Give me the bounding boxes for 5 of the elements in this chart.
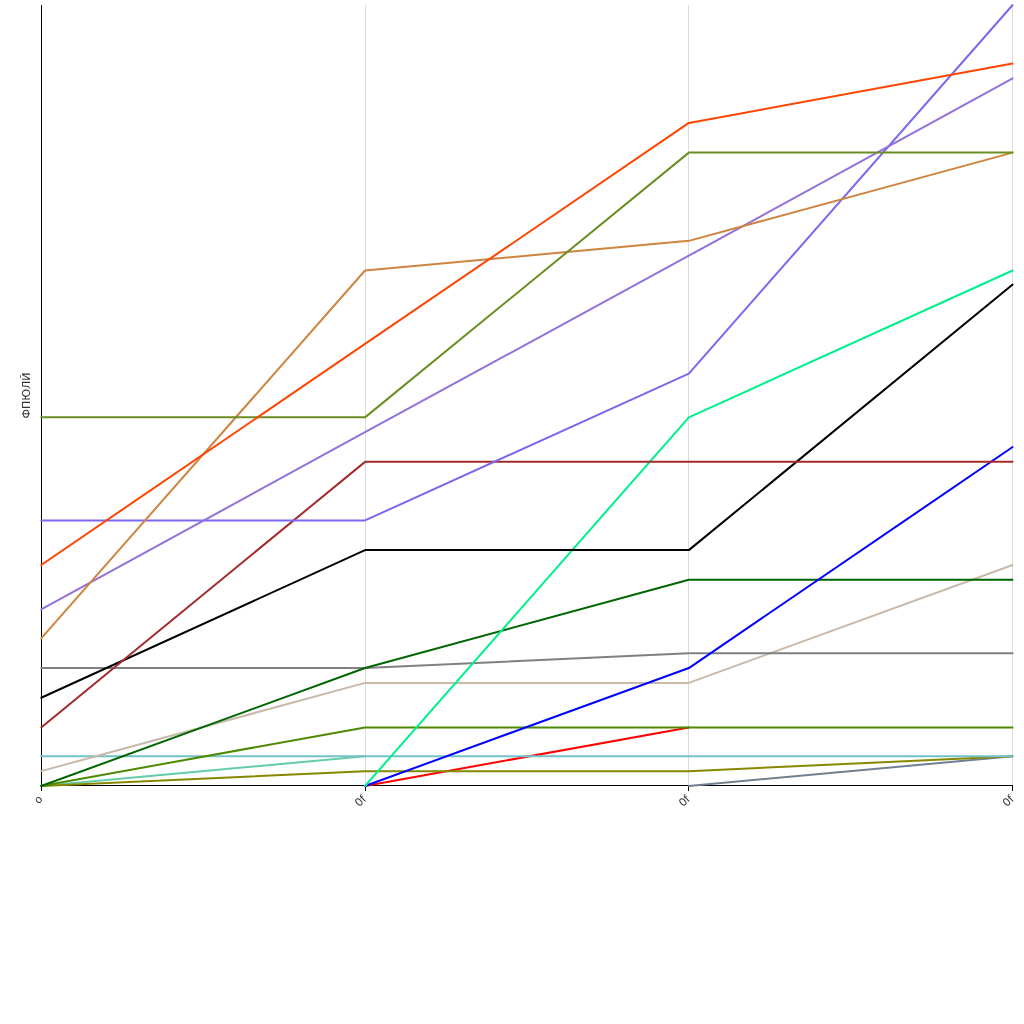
x-tick-label: 0f: [676, 791, 694, 810]
y-axis-title: ФПЮЛЙ: [20, 372, 34, 419]
x-tick-label: 0f: [352, 791, 370, 810]
x-tick-label: o: [31, 792, 46, 807]
x-tick-label: 0f: [999, 791, 1018, 810]
